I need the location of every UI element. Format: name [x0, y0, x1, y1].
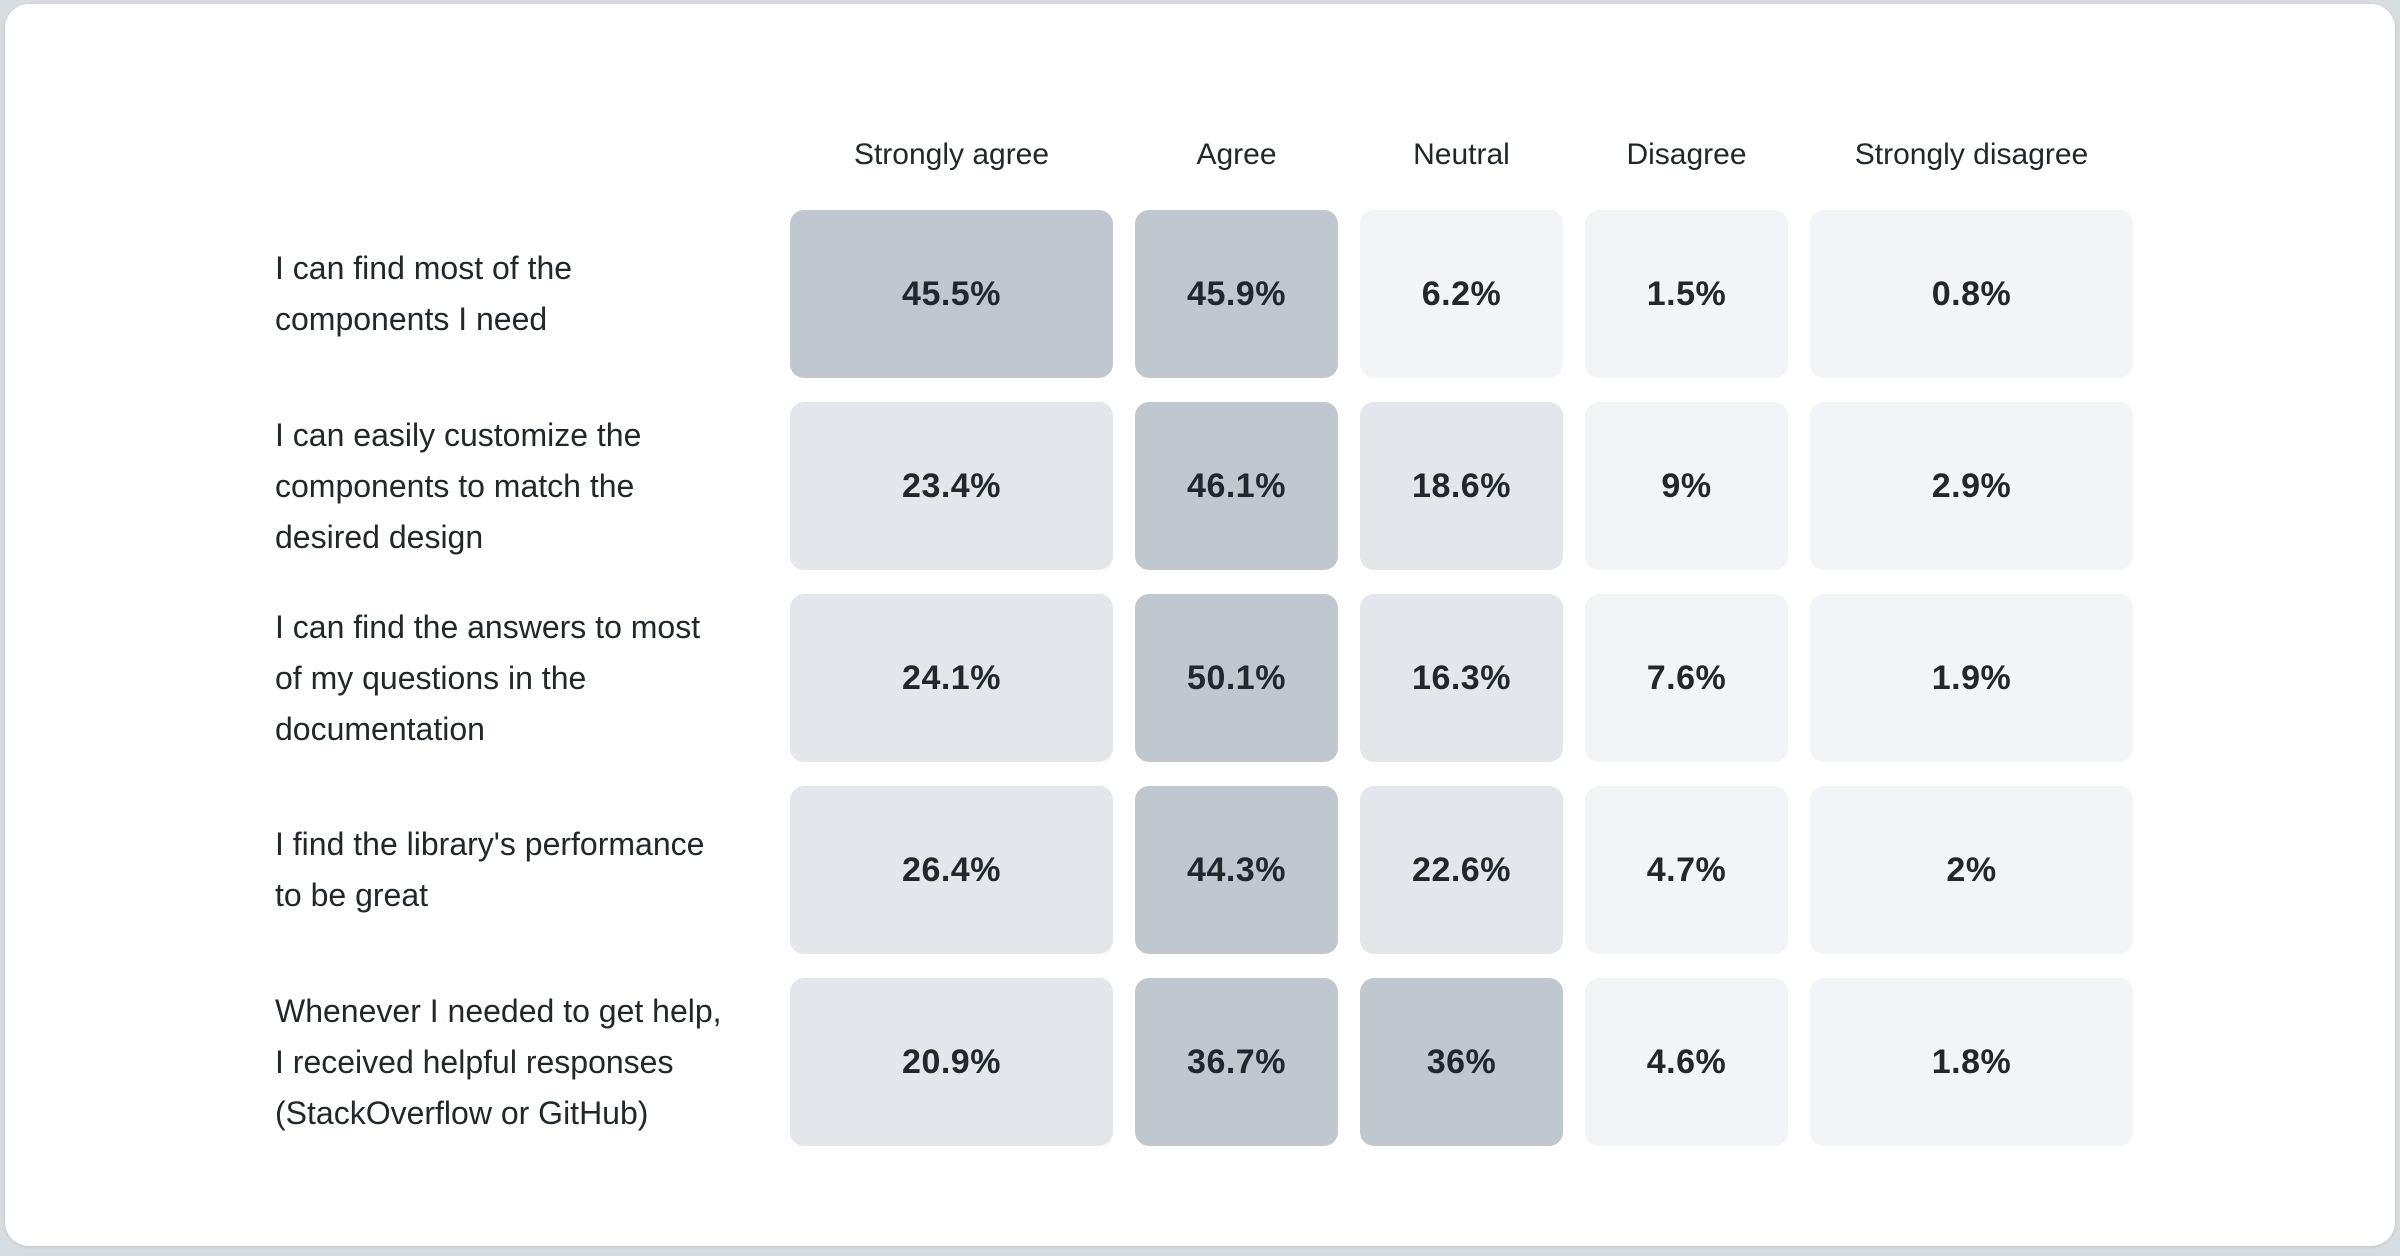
- survey-card: Strongly agree Agree Neutral Disagree Strong…: [5, 4, 2395, 1246]
- cell-value: 45.9%: [1187, 274, 1286, 313]
- survey-matrix: Strongly agree Agree Neutral Disagree Strong…: [275, 90, 2133, 1146]
- row-label: I can easily customize the components to …: [275, 402, 768, 570]
- column-header: Strongly disagree: [1854, 138, 2089, 171]
- column-header: Neutral: [1413, 138, 1510, 171]
- row-label-line: of my questions in the: [275, 659, 587, 696]
- heatmap-cell: 36.7%: [1135, 978, 1338, 1146]
- heatmap-cell: 6.2%: [1360, 210, 1563, 378]
- row-label: I find the library's performance to be gr…: [275, 786, 768, 954]
- column-header: Agree: [1196, 138, 1277, 171]
- heatmap-cell: 0.8%: [1810, 210, 2133, 378]
- heatmap-cell: 22.6%: [1360, 786, 1563, 954]
- heatmap-cell: 45.9%: [1135, 210, 1338, 378]
- heatmap-cell: 2.9%: [1810, 402, 2133, 570]
- row-label-line: I received helpful responses: [275, 1043, 674, 1080]
- heatmap-cell: 9%: [1585, 402, 1788, 570]
- cell-value: 45.5%: [902, 274, 1001, 313]
- heatmap-cell: 26.4%: [790, 786, 1113, 954]
- heatmap-cell: 4.6%: [1585, 978, 1788, 1146]
- row-label-line: I can find the answers to most: [275, 608, 701, 645]
- heatmap-cell: 45.5%: [790, 210, 1113, 378]
- row-label-line: to be great: [275, 877, 428, 913]
- row-label-line: documentation: [275, 710, 485, 747]
- row-label-line: I can easily customize the: [275, 416, 642, 453]
- cell-value: 9%: [1661, 466, 1712, 505]
- row-label-line: I find the library's performance: [275, 826, 705, 862]
- cell-value: 18.6%: [1412, 466, 1511, 505]
- cell-value: 4.6%: [1646, 1042, 1727, 1081]
- heatmap-cell: 1.5%: [1585, 210, 1788, 378]
- row-label: I can find most of the components I need: [275, 210, 768, 378]
- column-header: Strongly agree: [853, 138, 1050, 171]
- heatmap-cell: 4.7%: [1585, 786, 1788, 954]
- heatmap-cell: 50.1%: [1135, 594, 1338, 762]
- heatmap-cell: 1.8%: [1810, 978, 2133, 1146]
- heatmap-cell: 44.3%: [1135, 786, 1338, 954]
- cell-value: 26.4%: [902, 850, 1001, 889]
- cell-value: 16.3%: [1412, 658, 1511, 697]
- cell-value: 23.4%: [902, 466, 1001, 505]
- row-label-line: components I need: [275, 301, 548, 337]
- cell-value: 22.6%: [1412, 850, 1511, 889]
- cell-value: 1.9%: [1931, 658, 2012, 697]
- cell-value: 1.8%: [1931, 1042, 2012, 1081]
- heatmap-cell: 1.9%: [1810, 594, 2133, 762]
- cell-value: 0.8%: [1931, 274, 2012, 313]
- cell-value: 36%: [1426, 1042, 1497, 1081]
- cell-value: 24.1%: [902, 658, 1001, 697]
- heatmap-cell: 16.3%: [1360, 594, 1563, 762]
- row-label-line: Whenever I needed to get help,: [275, 992, 722, 1029]
- cell-value: 1.5%: [1646, 274, 1727, 313]
- heatmap-cell: 23.4%: [790, 402, 1113, 570]
- cell-value: 36.7%: [1187, 1042, 1286, 1081]
- row-label-line: I can find most of the: [275, 250, 573, 286]
- row-label-line: (StackOverflow or GitHub): [275, 1094, 649, 1131]
- cell-value: 2.9%: [1931, 466, 2012, 505]
- cell-value: 20.9%: [902, 1042, 1001, 1081]
- heatmap-cell: 24.1%: [790, 594, 1113, 762]
- column-header: Disagree: [1626, 138, 1747, 171]
- cell-value: 44.3%: [1187, 850, 1286, 889]
- heatmap-cell: 46.1%: [1135, 402, 1338, 570]
- corner-cell: [275, 90, 768, 186]
- cell-value: 2%: [1946, 850, 1997, 889]
- heatmap-cell: 36%: [1360, 978, 1563, 1146]
- row-label: Whenever I needed to get help, I received…: [275, 978, 768, 1146]
- cell-value: 46.1%: [1187, 466, 1286, 505]
- row-label-line: desired design: [275, 518, 484, 555]
- heatmap-cell: 7.6%: [1585, 594, 1788, 762]
- heatmap-cell: 18.6%: [1360, 402, 1563, 570]
- cell-value: 4.7%: [1646, 850, 1727, 889]
- cell-value: 50.1%: [1187, 658, 1286, 697]
- row-label: I can find the answers to most of my ques…: [275, 594, 768, 762]
- heatmap-cell: 20.9%: [790, 978, 1113, 1146]
- heatmap-cell: 2%: [1810, 786, 2133, 954]
- row-label-line: components to match the: [275, 467, 635, 504]
- cell-value: 6.2%: [1421, 274, 1502, 313]
- cell-value: 7.6%: [1646, 658, 1727, 697]
